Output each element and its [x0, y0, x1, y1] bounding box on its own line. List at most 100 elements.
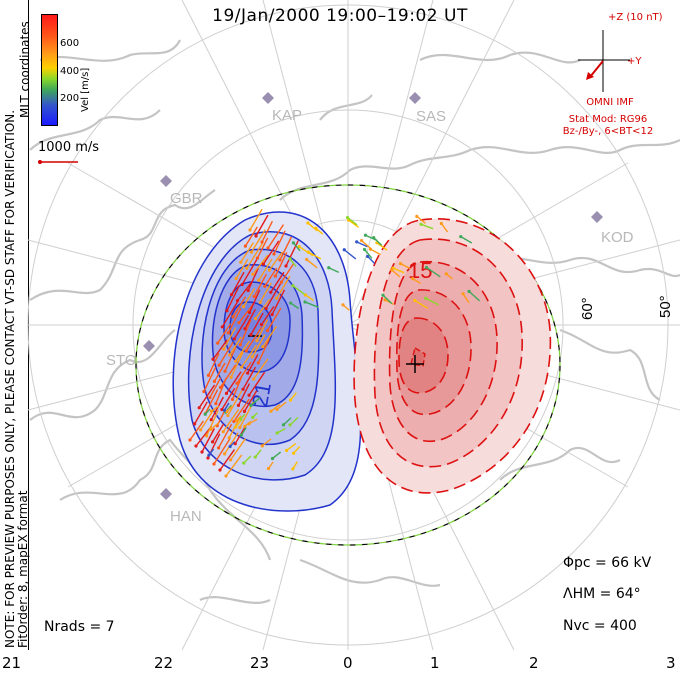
velocity-vector [235, 258, 249, 279]
velocity-vector-origin [424, 265, 429, 270]
velocity-vector [304, 301, 319, 308]
velocity-vector-origin [362, 247, 367, 252]
imf-vector-arrow [589, 60, 604, 78]
velocity-vector [289, 416, 299, 426]
velocity-vector [219, 364, 237, 388]
velocity-vector-origin [246, 371, 250, 375]
velocity-vector [285, 240, 299, 267]
velocity-vector [236, 281, 253, 302]
velocity-vector [261, 220, 274, 243]
lat-label-60: 60° [579, 297, 596, 320]
imf-omni-label: OMNI IMF [586, 97, 634, 108]
velocity-vector-origin [239, 260, 243, 264]
velocity-vector [280, 263, 295, 283]
velocity-vector [253, 358, 269, 380]
velocity-vector-origin [229, 458, 233, 462]
colorbar-label: Vel [m/s] [80, 67, 91, 112]
velocity-vector-origin [269, 409, 273, 413]
mlt-tick-2: 2 [529, 654, 539, 672]
velocity-vector-origin [303, 300, 307, 304]
velocity-vector-origin [235, 299, 240, 303]
velocity-vector-origin [327, 266, 331, 270]
velocity-vector [264, 267, 278, 287]
velocity-vector-origin [260, 240, 264, 244]
velocity-vector-origin [202, 389, 206, 394]
velocity-vector-origin [242, 461, 246, 465]
station-marker-han [160, 488, 172, 500]
velocity-vector [266, 307, 282, 331]
velocity-vector [270, 403, 281, 412]
velocity-vector [292, 285, 306, 295]
velocity-vector [462, 293, 470, 304]
velocity-vector [425, 297, 439, 306]
velocity-vector [209, 377, 222, 398]
velocity-vector [212, 423, 225, 443]
nrads-stat: Nrads = 7 [44, 619, 115, 635]
imf-stat-mod-label: Stat Mod: RG96 [568, 114, 648, 125]
velocity-vector [273, 230, 286, 255]
velocity-vector-origin [251, 272, 255, 276]
velocity-vector [262, 325, 278, 348]
velocity-vector-origin [249, 250, 253, 254]
velocity-vector [370, 248, 382, 256]
velocity-vector [233, 398, 250, 422]
velocity-vector [289, 258, 297, 267]
velocity-vector-origin [222, 408, 227, 412]
velocity-vector [283, 417, 292, 426]
velocity-vector [210, 396, 225, 421]
station-marker-sas [409, 92, 421, 104]
velocity-vector-origin [231, 315, 235, 319]
velocity-vector-origin [235, 381, 239, 385]
station-label-sas: SAS [416, 108, 446, 125]
velocity-vector-origin [257, 278, 261, 282]
velocity-vector-origin [222, 347, 226, 351]
velocity-vector [224, 432, 239, 455]
velocity-vector-origin [256, 361, 260, 365]
velocity-vector-origin [255, 339, 259, 343]
velocity-vector-origin [232, 419, 236, 424]
velocity-vector-origin [291, 241, 296, 245]
velocity-vector-origin [342, 248, 346, 252]
velocity-vector-origin [305, 257, 309, 262]
velocity-vector [232, 296, 247, 318]
velocity-vector-origin [217, 363, 221, 367]
velocity-vector-origin [258, 300, 262, 305]
velocity-vector-origin [314, 226, 318, 230]
station-label-han: HAN [170, 508, 202, 525]
velocity-vector [213, 438, 231, 465]
velocity-vector [205, 409, 219, 437]
velocity-vector [240, 242, 255, 263]
velocity-vector-origin [234, 418, 239, 423]
velocity-vector [225, 371, 242, 394]
velocity-vector-origin [234, 425, 238, 429]
velocity-vector-origin [467, 289, 471, 293]
velocity-vector-origin [211, 357, 215, 361]
colorbar-tick-400: 400 [60, 66, 80, 77]
velocity-vector-origin [193, 422, 197, 426]
velocity-vector [252, 254, 269, 275]
velocity-vector [274, 251, 288, 277]
coordinates-label: MLT coordinates [18, 21, 32, 118]
velocity-vector-origin [270, 456, 275, 461]
velocity-vector-origin [239, 417, 243, 421]
imf-z-label: +Z (10 nT) [608, 12, 663, 23]
velocity-vector-origin [419, 222, 423, 226]
velocity-vector [376, 242, 388, 251]
velocity-vector [227, 390, 243, 416]
velocity-vector-origin [249, 403, 253, 408]
velocity-vector-origin [341, 303, 345, 307]
velocity-vector-origin [253, 455, 257, 459]
velocity-vector-origin [275, 407, 279, 411]
velocity-vector [414, 299, 429, 310]
velocity-vector [203, 366, 217, 392]
velocity-vector [308, 251, 322, 260]
velocity-vector [348, 219, 359, 228]
velocity-vector [258, 258, 273, 281]
velocity-vector [241, 259, 258, 285]
velocity-vector [241, 344, 257, 368]
velocity-vector [361, 240, 372, 250]
positive-potential-cell [353, 218, 552, 494]
colorbar-tick-600: 600 [60, 38, 80, 49]
velocity-vector-origin [220, 325, 224, 329]
